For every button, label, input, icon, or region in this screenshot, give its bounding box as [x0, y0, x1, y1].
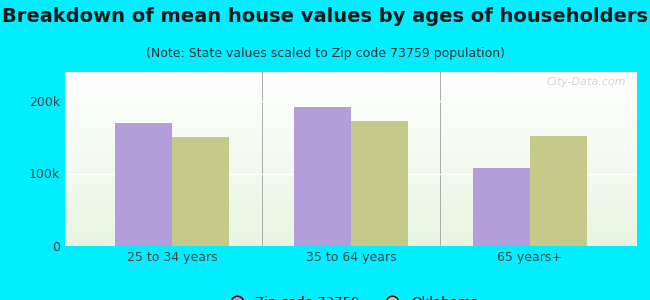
Bar [530, 136, 587, 246]
Text: (Note: State values scaled to Zip code 73759 population): (Note: State values scaled to Zip code 7… [146, 46, 504, 59]
Bar [473, 168, 530, 246]
Bar [294, 107, 351, 246]
Text: Breakdown of mean house values by ages of householders: Breakdown of mean house values by ages o… [2, 8, 648, 26]
Bar [115, 123, 172, 246]
Bar [351, 121, 408, 246]
Bar [172, 137, 229, 246]
Text: City-Data.com: City-Data.com [546, 77, 625, 87]
Legend: Zip code 73759, Oklahoma: Zip code 73759, Oklahoma [218, 291, 484, 300]
